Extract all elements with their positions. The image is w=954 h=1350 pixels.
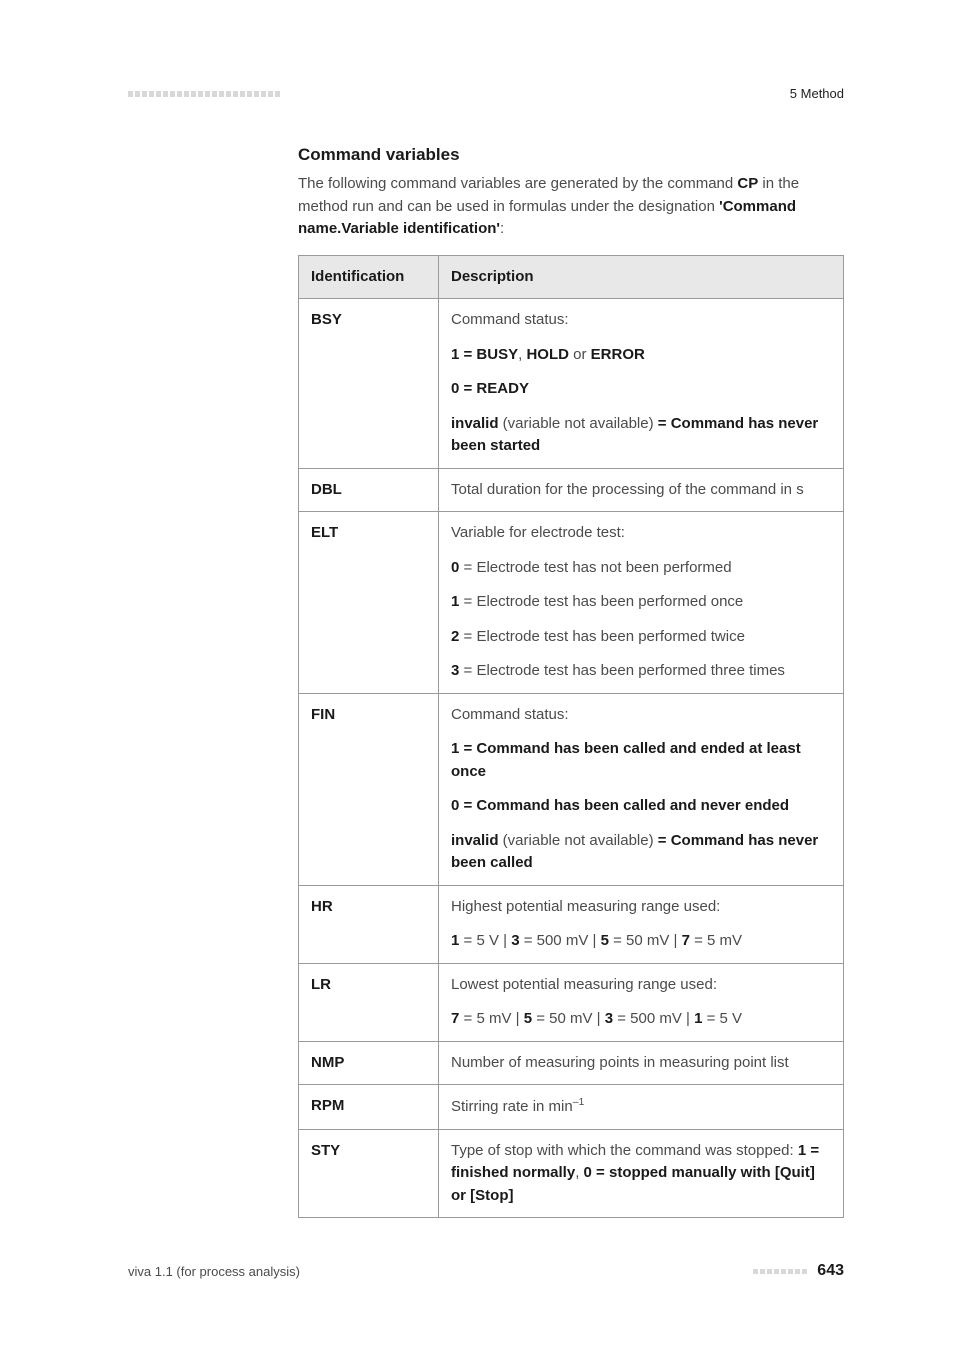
footer-right: 643: [753, 1262, 844, 1280]
identification-cell: STY: [299, 1129, 439, 1218]
description-line: 7 = 5 mV | 5 = 50 mV | 3 = 500 mV | 1 = …: [451, 1008, 831, 1031]
section-label: 5 Method: [790, 86, 844, 101]
description-cell: Command status: 1 = BUSY, HOLD or ERROR 0 …: [439, 299, 844, 469]
identification-cell: NMP: [299, 1041, 439, 1085]
identification-cell: FIN: [299, 693, 439, 885]
identification-cell: ELT: [299, 512, 439, 694]
identification-cell: HR: [299, 885, 439, 963]
description-line: 0 = READY: [451, 378, 831, 401]
description-line: Command status:: [451, 704, 831, 727]
description-cell: Stirring rate in min–1: [439, 1085, 844, 1130]
description-line: 1 = BUSY, HOLD or ERROR: [451, 344, 831, 367]
description-line: Lowest potential measuring range used:: [451, 974, 831, 997]
identification-cell: BSY: [299, 299, 439, 469]
description-line: Type of stop with which the command was …: [451, 1140, 831, 1208]
description-line: invalid (variable not available) = Comma…: [451, 413, 831, 458]
description-line: 1 = 5 V | 3 = 500 mV | 5 = 50 mV | 7 = 5…: [451, 930, 831, 953]
description-line: Number of measuring points in measuring …: [451, 1052, 831, 1075]
description-line: 0 = Electrode test has not been performe…: [451, 557, 831, 580]
page-title: Command variables: [298, 145, 844, 165]
description-line: 1 = Command has been called and ended at…: [451, 738, 831, 783]
identification-cell: RPM: [299, 1085, 439, 1130]
identification-cell: LR: [299, 963, 439, 1041]
footer-dashes-icon: [753, 1269, 809, 1274]
description-line: invalid (variable not available) = Comma…: [451, 830, 831, 875]
table-row: FIN Command status: 1 = Command has been c…: [299, 693, 844, 885]
description-cell: Total duration for the processing of the…: [439, 468, 844, 512]
description-line: 2 = Electrode test has been performed tw…: [451, 626, 831, 649]
page-number: 643: [817, 1262, 844, 1280]
description-line: Variable for electrode test:: [451, 522, 831, 545]
description-line: Total duration for the processing of the…: [451, 479, 831, 502]
table-header-identification: Identification: [299, 255, 439, 299]
description-line: 0 = Command has been called and never en…: [451, 795, 831, 818]
table-row: NMP Number of measuring points in measuri…: [299, 1041, 844, 1085]
page-header: 5 Method: [128, 86, 844, 101]
description-cell: Type of stop with which the command was …: [439, 1129, 844, 1218]
intro-cmd: CP: [737, 175, 758, 192]
main-content: Command variables The following command …: [298, 145, 844, 1218]
table-header-row: Identification Description: [299, 255, 844, 299]
table-row: BSY Command status: 1 = BUSY, HOLD or ERRO…: [299, 299, 844, 469]
header-dashes-icon: [128, 91, 282, 97]
description-cell: Variable for electrode test: 0 = Electrod…: [439, 512, 844, 694]
description-cell: Lowest potential measuring range used: 7 …: [439, 963, 844, 1041]
description-cell: Highest potential measuring range used: 1…: [439, 885, 844, 963]
table-row: HRHighest potential measuring range used…: [299, 885, 844, 963]
footer-left: viva 1.1 (for process analysis): [128, 1264, 300, 1279]
table-row: STYType of stop with which the command w…: [299, 1129, 844, 1218]
page-footer: viva 1.1 (for process analysis) 643: [128, 1262, 844, 1280]
description-line: Stirring rate in min–1: [451, 1095, 831, 1119]
intro-post: :: [500, 220, 504, 237]
description-line: Highest potential measuring range used:: [451, 896, 831, 919]
description-line: 3 = Electrode test has been performed th…: [451, 660, 831, 683]
table-header-description: Description: [439, 255, 844, 299]
table-row: ELT Variable for electrode test: 0 = Elect…: [299, 512, 844, 694]
description-line: 1 = Electrode test has been performed on…: [451, 591, 831, 614]
table-row: DBL Total duration for the processing of …: [299, 468, 844, 512]
description-cell: Command status: 1 = Command has been call…: [439, 693, 844, 885]
command-variables-table: Identification Description BSYCommand st…: [298, 255, 844, 1219]
table-row: LRLowest potential measuring range used:…: [299, 963, 844, 1041]
identification-cell: DBL: [299, 468, 439, 512]
intro-pre: The following command variables are gene…: [298, 175, 737, 192]
intro-paragraph: The following command variables are gene…: [298, 173, 844, 241]
table-row: RPM Stirring rate in min–1: [299, 1085, 844, 1130]
description-cell: Number of measuring points in measuring …: [439, 1041, 844, 1085]
description-line: Command status:: [451, 309, 831, 332]
